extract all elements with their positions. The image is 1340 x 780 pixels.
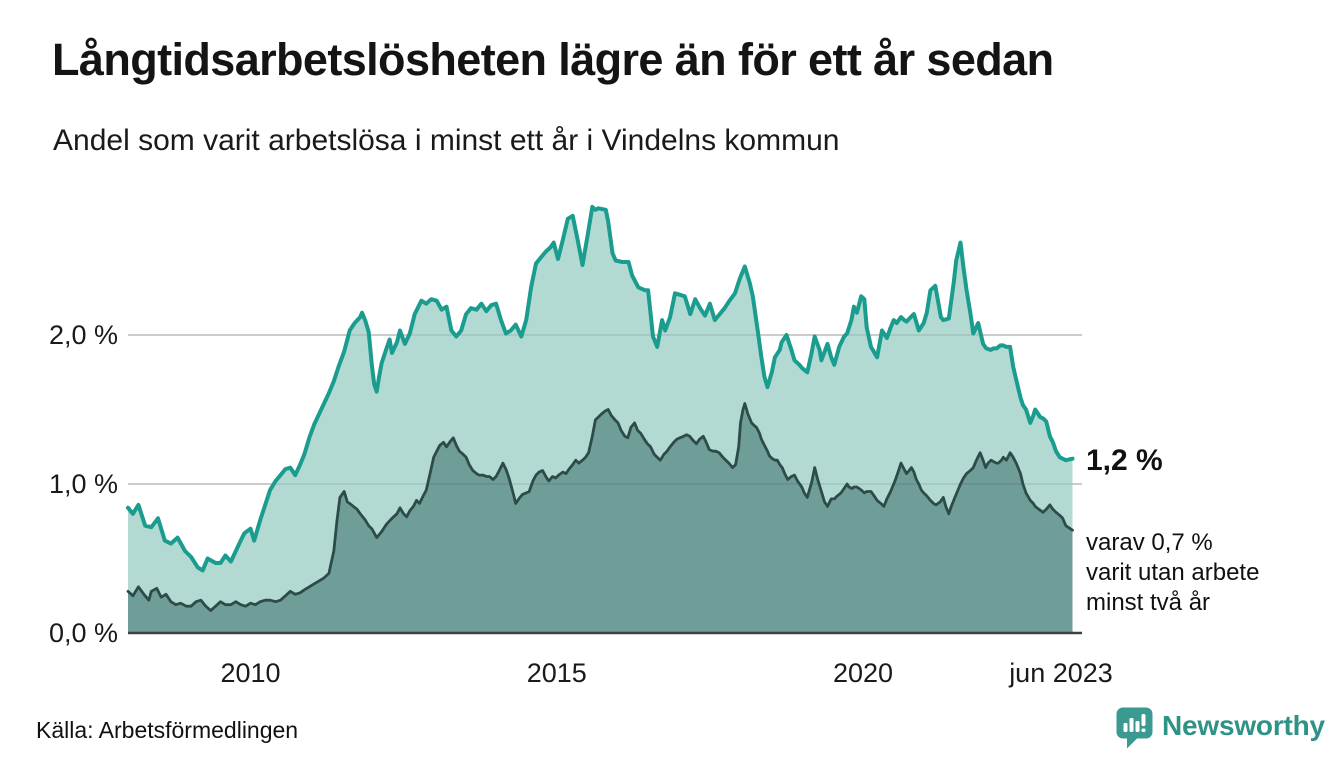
y-axis-label: 0,0 % — [48, 618, 118, 648]
x-axis-label: jun 2023 — [1009, 658, 1113, 688]
source-label: Källa: Arbetsförmedlingen — [36, 717, 299, 743]
latest-value-label: 1,2 % — [1086, 444, 1163, 477]
series-area-two-year — [128, 403, 1073, 633]
y-axis-label: 2,0 % — [48, 320, 118, 350]
newsworthy-logo: Newsworthy — [1116, 707, 1325, 755]
newsworthy-logo-icon — [1116, 707, 1153, 755]
page-title: Långtidsarbetslösheten lägre än för ett … — [52, 34, 1054, 85]
series-line-two-year — [126, 402, 1074, 612]
x-axis-label: 2015 — [526, 658, 587, 688]
two-year-annotation: varav 0,7 % varit utan arbete minst två … — [1086, 529, 1260, 616]
y-axis-label: 1,0 % — [48, 469, 118, 499]
series-line-one-year — [126, 204, 1075, 573]
x-axis-label: 2020 — [833, 658, 894, 688]
newsworthy-wordmark: Newsworthy — [1162, 710, 1325, 741]
chart-subtitle: Andel som varit arbetslösa i minst ett å… — [53, 124, 840, 157]
x-axis-label: 2010 — [220, 658, 281, 688]
